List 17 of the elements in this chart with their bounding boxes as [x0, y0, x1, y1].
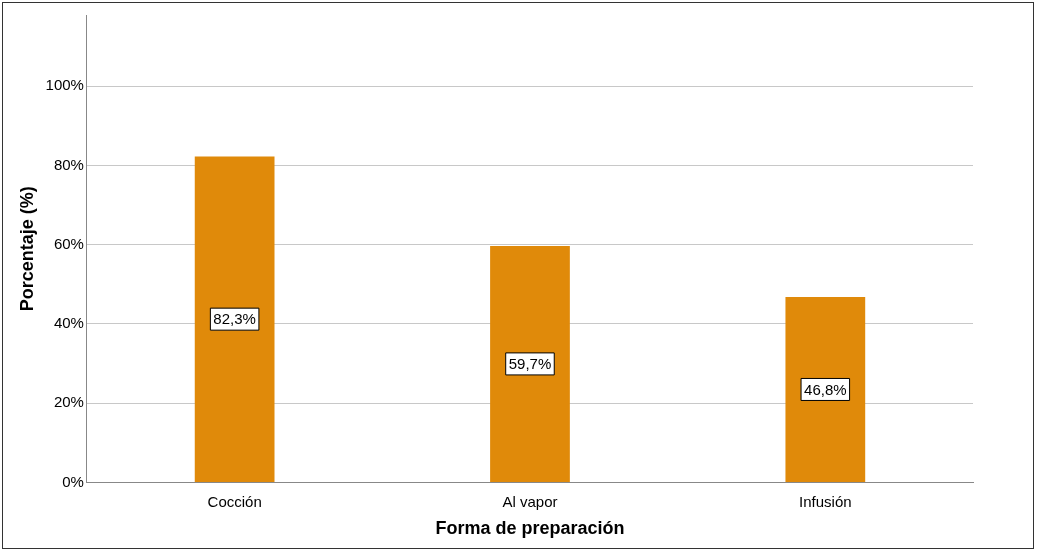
- x-tick-label: Al vapor: [502, 492, 558, 510]
- y-axis-title: Porcentaje (%): [16, 186, 37, 312]
- x-axis-title: Forma de preparación: [435, 518, 625, 539]
- y-tick-label: 60%: [53, 234, 84, 252]
- x-tick-label: Cocción: [207, 492, 262, 510]
- y-tick-label: 100%: [45, 76, 84, 94]
- x-tick-label: Infusión: [799, 492, 852, 510]
- y-tick-label: 40%: [53, 314, 84, 332]
- bar: [490, 245, 570, 482]
- y-tick-label: 80%: [53, 155, 84, 173]
- bar: [785, 297, 866, 482]
- data-label: 59,7%: [508, 355, 552, 373]
- y-tick-label: 20%: [53, 393, 84, 411]
- data-label: 82,3%: [213, 310, 256, 328]
- data-label: 46,8%: [804, 380, 847, 398]
- bar: [194, 156, 275, 482]
- y-tick-label: 0%: [62, 472, 84, 490]
